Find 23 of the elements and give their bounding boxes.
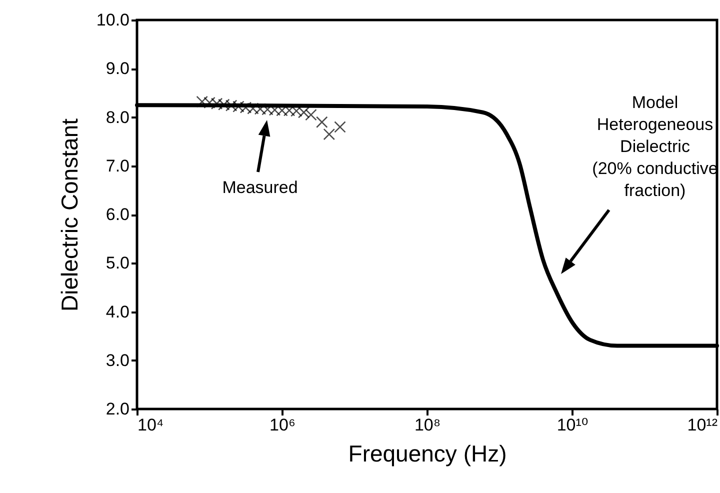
y-tick-label: 3.0 bbox=[106, 350, 130, 370]
y-tick-label: 4.0 bbox=[106, 302, 130, 322]
y-tick-label: 7.0 bbox=[106, 156, 130, 176]
point bbox=[298, 106, 310, 118]
y-tick-label: 8.0 bbox=[106, 108, 130, 127]
point bbox=[240, 102, 252, 114]
x-axis-title: Frequency (Hz) bbox=[348, 440, 507, 466]
y-axis-title: Dielectric Constant bbox=[56, 118, 82, 312]
x-tick-label: 10¹² bbox=[687, 416, 718, 434]
x-tick-label: 10¹⁰ bbox=[556, 416, 588, 434]
y-tick-label: 2.0 bbox=[106, 400, 130, 418]
y-tick-label: 9.0 bbox=[106, 59, 130, 78]
x-tick-label: 10⁸ bbox=[414, 416, 441, 434]
x-tick-label: 10⁴ bbox=[138, 416, 164, 434]
y-tick-label: 10.0 bbox=[96, 10, 130, 30]
point bbox=[232, 100, 244, 112]
annotation: Measured bbox=[222, 178, 298, 197]
point bbox=[210, 98, 223, 110]
annotation: Model Heterogeneous Dielectric (20% conductive fraction) bbox=[592, 93, 718, 200]
y-tick-label: 6.0 bbox=[106, 205, 130, 224]
x-tick-label: 10⁶ bbox=[270, 416, 296, 434]
point bbox=[305, 108, 317, 121]
y-tick-label: 5.0 bbox=[106, 254, 130, 273]
